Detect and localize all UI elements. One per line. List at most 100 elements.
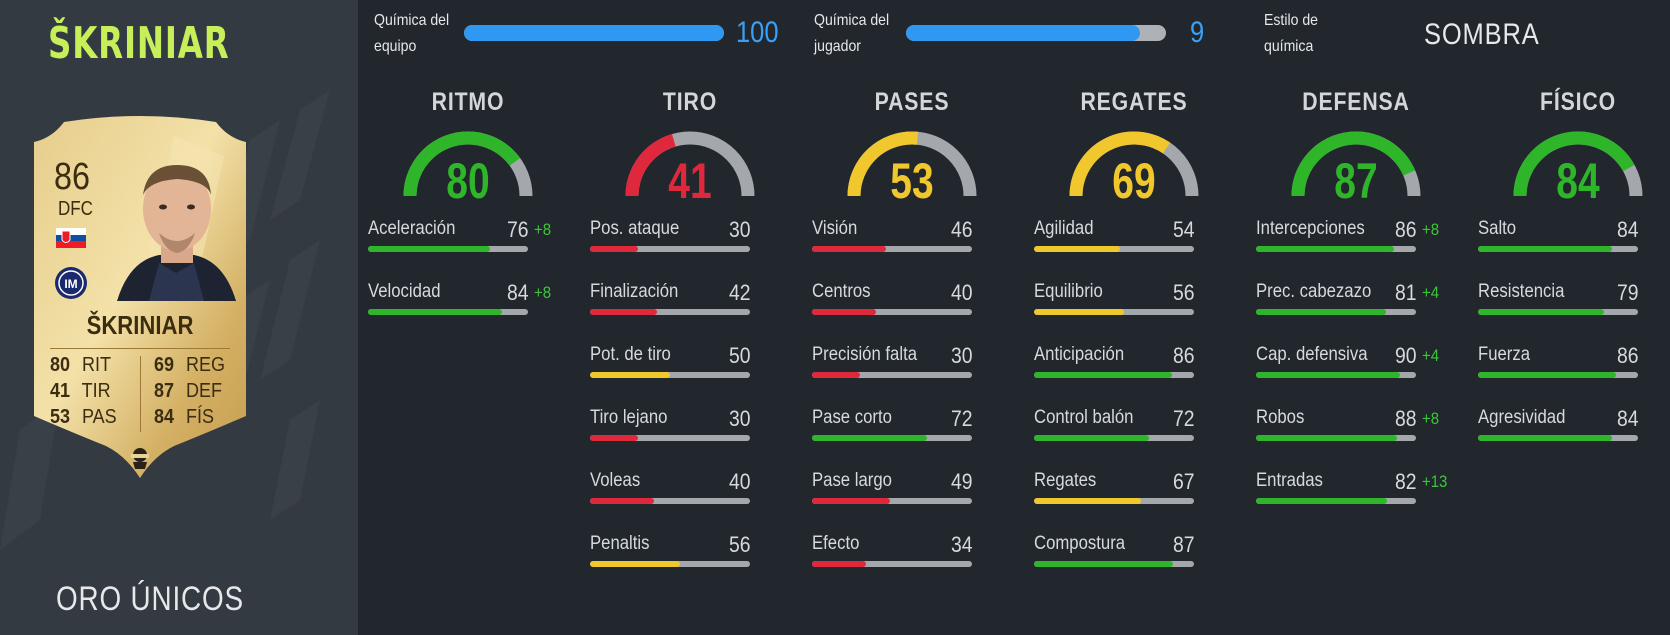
stat-bar-fill — [1256, 372, 1400, 378]
stat-chem-bonus: +4 — [1422, 346, 1440, 365]
stat-row: Agilidad 54 — [1034, 217, 1194, 258]
gauge-fill — [1291, 131, 1416, 197]
category-value: 53 — [890, 153, 934, 209]
stat-label: Pos. ataque — [590, 218, 680, 239]
stat-value: 84 — [1616, 217, 1638, 242]
stat-row: Centros 40 — [812, 280, 972, 321]
player-chemistry-value: 9 — [1190, 16, 1205, 49]
stat-bar — [1034, 309, 1194, 315]
stat-value: 34 — [950, 532, 972, 557]
stat-bar-fill — [590, 561, 680, 567]
inter-crest-icon: IM — [55, 267, 87, 299]
stat-value: 56 — [1172, 280, 1194, 305]
team-chemistry-value: 100 — [736, 16, 779, 49]
stat-bar-fill — [1256, 435, 1397, 441]
stat-bar-fill — [1034, 372, 1172, 378]
stat-bar-fill — [368, 246, 490, 252]
category-title: PASES — [874, 88, 950, 116]
stat-label: Pase corto — [812, 407, 892, 428]
stat-value: 79 — [1616, 280, 1638, 305]
stat-bar — [1478, 309, 1638, 315]
category-title: FÍSICO — [1540, 88, 1616, 116]
stat-bar-fill — [1256, 498, 1388, 504]
stat-label: Fuerza — [1478, 344, 1531, 365]
stat-bar-fill — [590, 372, 670, 378]
category-gauge — [847, 131, 977, 197]
stat-label: Prec. cabezazo — [1256, 281, 1372, 302]
stat-row: Fuerza 86 — [1478, 343, 1638, 384]
stat-label: Finalización — [590, 281, 679, 302]
stat-row: Aceleración 76 +8 — [368, 217, 551, 258]
stat-value: 86 — [1394, 217, 1416, 242]
stat-bar-fill — [812, 309, 876, 315]
stat-bar — [1034, 561, 1194, 567]
stat-bar — [1256, 246, 1416, 252]
stat-bar-fill — [812, 246, 886, 252]
stat-label: Tiro lejano — [590, 407, 668, 428]
stat-bar-fill — [812, 372, 860, 378]
team-chemistry-bar — [464, 25, 724, 41]
stat-bar-fill — [1034, 498, 1142, 504]
stat-value: 30 — [728, 406, 750, 431]
stat-label: Regates — [1034, 470, 1097, 491]
shadow-chem-style-icon — [131, 448, 149, 469]
stat-row: Equilibrio 56 — [1034, 280, 1194, 321]
stat-value: 86 — [1616, 343, 1638, 368]
svg-text:IM: IM — [64, 277, 77, 291]
stat-bar — [1256, 498, 1416, 504]
stat-row: Efecto 34 — [812, 532, 972, 573]
team-chemistry-label: Química del equipo — [374, 12, 450, 55]
card-divider — [50, 348, 230, 349]
category-value: 69 — [1112, 153, 1156, 209]
stat-label: Pot. de tiro — [590, 344, 671, 365]
stat-row: Cap. defensiva 90 +4 — [1256, 343, 1439, 384]
stat-row: Intercepciones 86 +8 — [1256, 217, 1439, 258]
category-title: REGATES — [1080, 88, 1188, 116]
stat-label: Cap. defensiva — [1256, 344, 1368, 365]
stat-bar-fill — [812, 561, 867, 567]
stat-value: 88 — [1394, 406, 1416, 431]
player-chemistry-label: Química del jugador — [814, 12, 890, 55]
stat-bar — [368, 246, 528, 252]
gauge-fill — [847, 131, 919, 197]
stat-row: Tiro lejano 30 — [590, 406, 750, 447]
stat-bar — [590, 372, 750, 378]
stat-label: Resistencia — [1478, 281, 1565, 302]
stat-value: 42 — [728, 280, 750, 305]
player-card: 86 DFC IM ŠKRINIAR 80 RIT 41 TIR 53 — [24, 116, 256, 481]
stat-bar — [1478, 246, 1638, 252]
stat-bar — [812, 435, 972, 441]
stat-row: Velocidad 84 +8 — [368, 280, 551, 321]
stat-bar-fill — [1478, 435, 1613, 441]
stat-bar-fill — [368, 309, 503, 315]
stat-bar-fill — [1034, 435, 1150, 441]
stat-bar-fill — [1478, 372, 1616, 378]
stat-value: 49 — [950, 469, 972, 494]
stat-chem-bonus: +4 — [1422, 283, 1440, 302]
player-chemistry-fill — [906, 25, 1140, 41]
category-value: 87 — [1334, 153, 1378, 209]
stat-value: 40 — [950, 280, 972, 305]
stat-bar — [812, 372, 972, 378]
category-gauge — [625, 131, 755, 197]
stat-value: 82 — [1394, 469, 1416, 494]
stat-label: Robos — [1256, 407, 1305, 428]
stat-label: Intercepciones — [1256, 218, 1365, 239]
stat-value: 84 — [1616, 406, 1638, 431]
card-stat-dri: 69 REG — [154, 354, 226, 376]
stat-value: 87 — [1172, 532, 1194, 557]
stat-bar-fill — [1034, 246, 1121, 252]
stat-row: Penaltis 56 — [590, 532, 750, 573]
stat-label: Control balón — [1034, 407, 1134, 428]
stat-row: Control balón 72 — [1034, 406, 1194, 447]
stat-row: Salto 84 — [1478, 217, 1638, 258]
stat-bar-fill — [1478, 246, 1613, 252]
gauge-fill — [403, 131, 521, 197]
stat-label: Velocidad — [368, 281, 441, 302]
player-photo — [117, 165, 236, 301]
card-player-name: ŠKRINIAR — [86, 310, 194, 340]
stat-label: Precisión falta — [812, 344, 918, 365]
stat-bar — [590, 435, 750, 441]
stat-label: Agilidad — [1034, 218, 1094, 239]
category-gauge — [1069, 131, 1199, 197]
